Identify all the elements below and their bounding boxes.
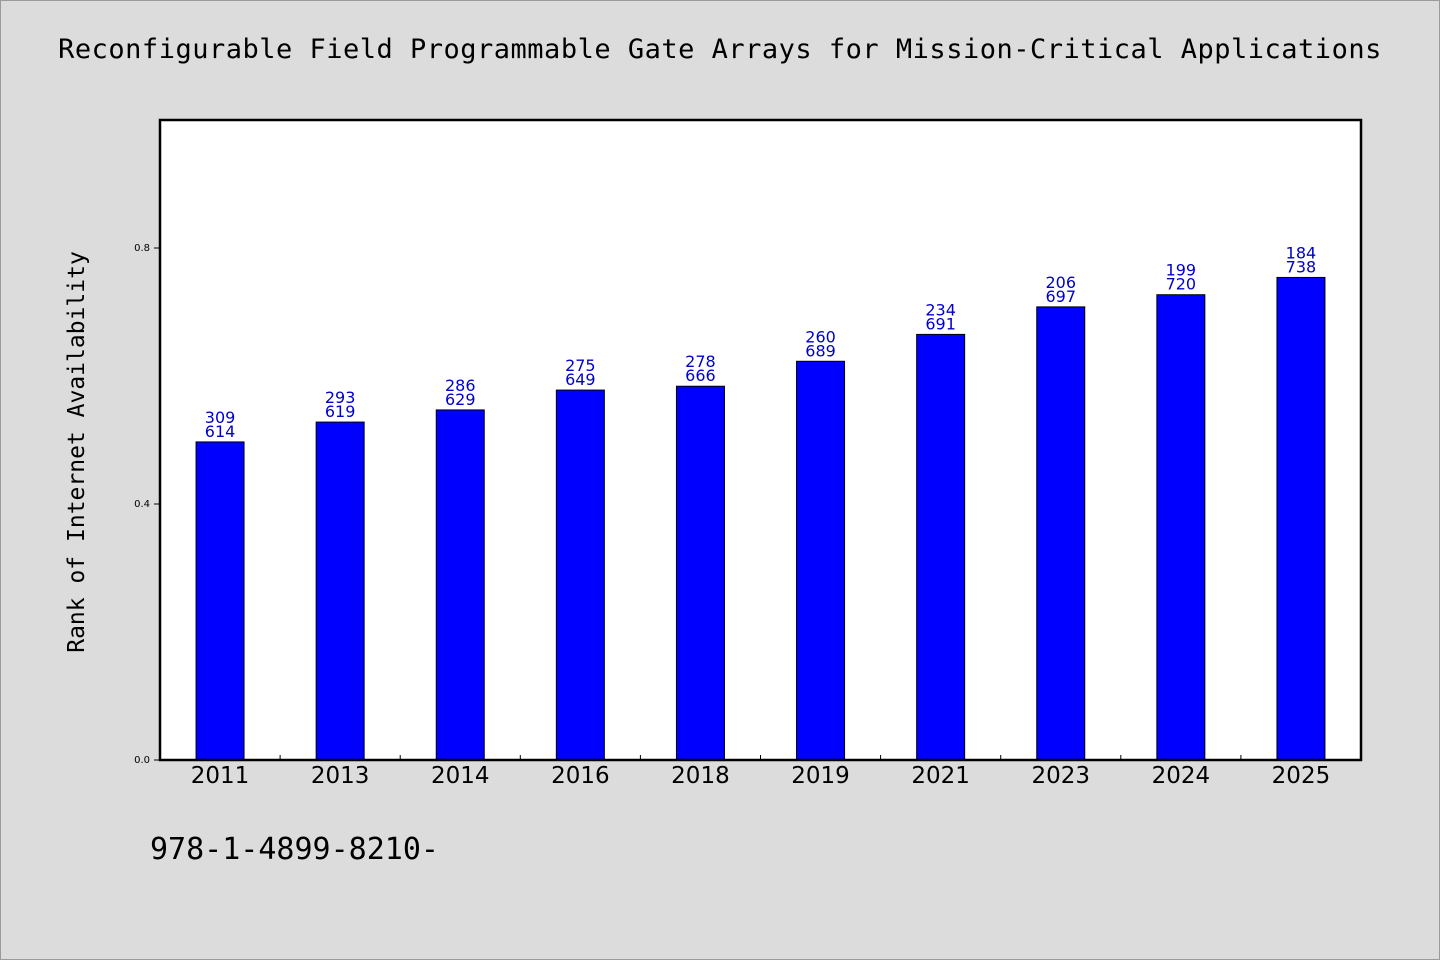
data-label-top-2014: 286 (445, 376, 476, 395)
x-tick-label-2018: 2018 (671, 763, 730, 789)
data-label-top-2024: 199 (1166, 261, 1197, 280)
bar-2011 (195, 441, 245, 761)
data-label-bottom-2011: 614 (205, 422, 236, 441)
x-tick-label-2025: 2025 (1272, 763, 1331, 789)
x-tick-label-2016: 2016 (551, 763, 610, 789)
data-label-top-2016: 275 (565, 356, 596, 375)
y-tick-label-1: 0.4 (134, 499, 150, 510)
data-label-top-2011: 309 (205, 408, 236, 427)
data-label-top-2021: 234 (925, 300, 956, 319)
x-tick-label-2023: 2023 (1031, 763, 1090, 789)
x-tick-label-2019: 2019 (791, 763, 850, 789)
bar-2025 (1276, 276, 1326, 761)
x-tick-label-2011: 2011 (191, 763, 250, 789)
bar-2024 (1156, 294, 1206, 761)
data-label-bottom-2014: 629 (445, 390, 476, 409)
x-tick-label-2021: 2021 (911, 763, 970, 789)
bar-2018 (675, 385, 725, 761)
bar-2013 (315, 421, 365, 761)
y-tick-label-2: 0.8 (134, 243, 150, 254)
x-tick-label-2013: 2013 (311, 763, 370, 789)
data-label-bottom-2023: 697 (1045, 287, 1076, 306)
x-tick-label-2014: 2014 (431, 763, 490, 789)
data-label-bottom-2013: 619 (325, 402, 356, 421)
data-label-bottom-2025: 738 (1286, 257, 1317, 276)
bar-2016 (555, 389, 605, 761)
data-label-top-2023: 206 (1045, 273, 1076, 292)
data-label-top-2025: 184 (1286, 243, 1317, 262)
bar-2014 (435, 409, 485, 761)
data-label-top-2018: 278 (685, 352, 716, 371)
data-label-top-2013: 293 (325, 388, 356, 407)
data-label-bottom-2024: 720 (1166, 275, 1197, 294)
y-tick-label-0: 0.0 (134, 755, 150, 766)
plot-area: 3096142936192866292756492786662606892346… (64, 118, 1363, 789)
data-label-bottom-2021: 691 (925, 314, 956, 333)
data-label-bottom-2019: 689 (805, 341, 836, 360)
data-label-top-2019: 260 (805, 327, 836, 346)
chart-title: Reconfigurable Field Programmable Gate A… (58, 34, 1382, 65)
x-tick-label-2024: 2024 (1152, 763, 1211, 789)
data-label-bottom-2016: 649 (565, 370, 596, 389)
bar-2023 (1036, 306, 1086, 761)
data-label-bottom-2018: 666 (685, 366, 716, 385)
bar-2019 (796, 360, 846, 761)
bar-2021 (916, 333, 966, 761)
y-axis-label: Rank of Internet Availability (64, 251, 90, 653)
footer-code: 978-1-4899-8210- (150, 832, 439, 867)
